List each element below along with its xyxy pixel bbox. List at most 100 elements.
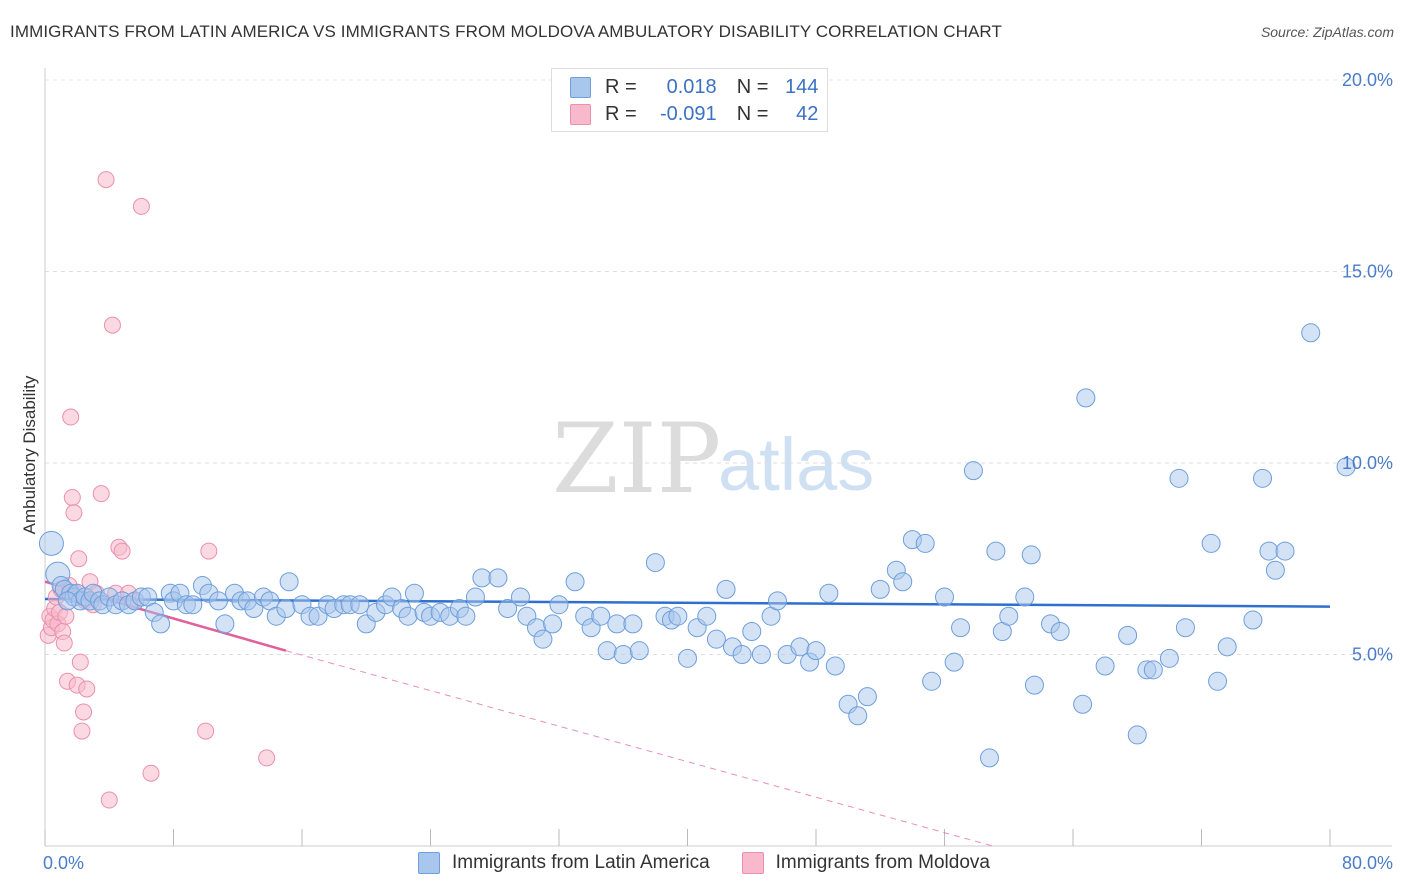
data-point-latin-america [1301, 323, 1321, 343]
data-point-latin-america [57, 591, 77, 611]
data-point-moldova [65, 504, 83, 522]
data-point-latin-america [732, 645, 752, 664]
data-point-latin-america [1015, 587, 1035, 607]
data-point-latin-america [597, 641, 617, 661]
data-point-latin-america [893, 572, 913, 592]
legend-r-label: R = [605, 75, 637, 98]
legend-swatch-pink [741, 852, 764, 874]
data-point-moldova [200, 542, 218, 560]
data-point-latin-america [613, 645, 633, 664]
data-point-latin-america [922, 671, 942, 691]
data-point-latin-america [1143, 660, 1163, 680]
series-legend: Immigrants from Latin America Immigrants… [418, 852, 1022, 874]
data-point-latin-america [706, 629, 726, 649]
data-point-moldova [92, 485, 110, 503]
data-point-latin-america [678, 648, 697, 668]
axes [44, 68, 1392, 847]
legend-label: Immigrants from Moldova [775, 852, 990, 873]
legend-item-latin-america[interactable]: Immigrants from Latin America [418, 852, 710, 874]
y-tick-label: 10.0% [1342, 453, 1393, 473]
tick-labels: 5.0% 10.0% 15.0% 20.0% 0.0% 80.0% [43, 70, 1393, 873]
data-point-latin-america [1175, 618, 1195, 638]
trend-lines [44, 580, 1331, 847]
data-point-latin-america [215, 614, 235, 634]
data-point-latin-america [1118, 625, 1138, 645]
data-point-latin-america [565, 572, 585, 592]
legend-row-latin-america: R = 0.018 N = 144 [570, 74, 818, 100]
watermark: ZIP atlas [552, 403, 874, 515]
data-point-latin-america [979, 748, 999, 768]
data-point-latin-america [276, 599, 296, 619]
chart-title: IMMIGRANTS FROM LATIN AMERICA VS IMMIGRA… [10, 22, 1002, 41]
data-point-latin-america [806, 641, 826, 661]
data-point-latin-america [1159, 648, 1179, 668]
data-point-moldova [75, 703, 93, 721]
data-point-latin-america [915, 533, 935, 553]
data-point-latin-america [1259, 541, 1279, 561]
data-point-latin-america [591, 606, 611, 626]
legend-swatch-pink [570, 103, 591, 125]
data-point-latin-america [1127, 725, 1147, 745]
data-point-latin-america [1253, 468, 1273, 488]
data-point-latin-america [999, 606, 1019, 626]
data-point-latin-america [183, 595, 203, 615]
data-point-latin-america [870, 579, 890, 599]
data-point-latin-america [1169, 468, 1189, 488]
data-point-latin-america [623, 614, 643, 634]
data-point-moldova [63, 488, 81, 506]
x-tick-label: 80.0% [1342, 853, 1393, 873]
data-point-latin-america [279, 572, 299, 592]
data-point-moldova [113, 542, 131, 560]
data-point-latin-america [848, 706, 868, 726]
data-point-latin-america [1217, 637, 1237, 657]
source-label: Source: ZipAtlas.com [1260, 24, 1394, 40]
legend-r-value: 0.018 [666, 75, 717, 98]
y-tick-label: 15.0% [1342, 262, 1393, 282]
data-point-latin-america [549, 595, 569, 615]
data-point-latin-america [825, 656, 845, 676]
data-point-latin-america [751, 645, 771, 664]
data-point-latin-america [1201, 533, 1221, 553]
data-point-latin-america [1076, 388, 1096, 408]
data-point-latin-america [951, 618, 971, 638]
data-point-latin-america [944, 652, 964, 672]
data-point-latin-america [1265, 560, 1285, 580]
data-point-moldova [70, 550, 88, 568]
legend-n-label: N = [736, 102, 769, 125]
legend-item-moldova[interactable]: Immigrants from Moldova [741, 852, 990, 874]
watermark-zip: ZIP [552, 403, 721, 515]
y-tick-label: 5.0% [1352, 645, 1393, 665]
data-point-latin-america [1275, 541, 1295, 561]
data-point-moldova [97, 171, 115, 189]
data-point-latin-america [935, 587, 954, 607]
data-point-latin-america [465, 587, 485, 607]
legend-row-moldova: R = -0.091 N = 42 [570, 101, 818, 127]
legend-r-value: -0.091 [659, 102, 717, 125]
data-point-moldova [57, 607, 75, 625]
data-point-latin-america [819, 583, 839, 603]
data-point-latin-america [1024, 675, 1044, 695]
data-point-moldova [103, 316, 121, 334]
legend-label: Immigrants from Latin America [452, 852, 710, 873]
data-point-latin-america [1021, 545, 1041, 565]
data-point-latin-america [697, 606, 717, 626]
data-point-moldova [100, 791, 118, 809]
x-tick-label: 0.0% [43, 853, 84, 873]
data-point-latin-america [963, 461, 983, 481]
data-point-latin-america [986, 541, 1006, 561]
series-latin-america-points [38, 323, 1356, 768]
legend-swatch-blue [570, 76, 591, 98]
data-point-latin-america [398, 606, 418, 626]
data-point-latin-america [716, 579, 736, 599]
legend-r-label: R = [605, 102, 637, 125]
data-point-latin-america [1208, 671, 1228, 691]
series-moldova-points [39, 171, 276, 809]
data-point-latin-america [1243, 610, 1263, 630]
data-point-moldova [258, 749, 276, 767]
data-point-latin-america [790, 637, 810, 657]
data-point-latin-america [498, 599, 518, 619]
data-point-latin-america [1336, 457, 1356, 477]
trend-line-moldova-extension [285, 650, 993, 847]
data-point-latin-america [1095, 656, 1115, 676]
